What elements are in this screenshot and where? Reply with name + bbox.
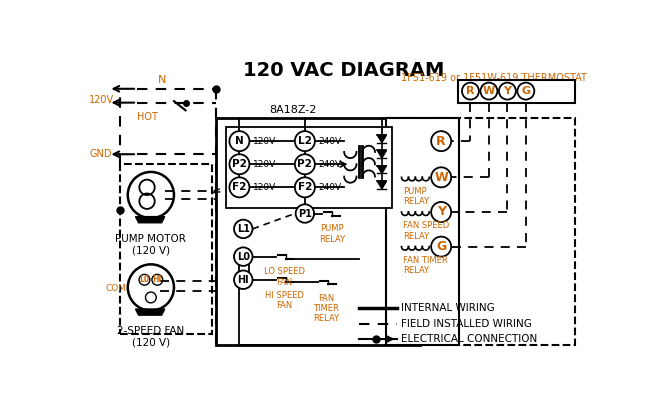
- Circle shape: [229, 154, 249, 174]
- Text: FIELD INSTALLED WIRING: FIELD INSTALLED WIRING: [401, 318, 532, 328]
- Bar: [120, 164, 212, 334]
- Text: F2: F2: [232, 182, 247, 192]
- Bar: [386, 118, 459, 345]
- Text: FAN
TIMER
RELAY: FAN TIMER RELAY: [314, 294, 340, 323]
- Text: FAN TIMER
RELAY: FAN TIMER RELAY: [403, 256, 448, 275]
- Text: 2-SPEED FAN
(120 V): 2-SPEED FAN (120 V): [117, 326, 184, 347]
- Text: PUMP
RELAY: PUMP RELAY: [319, 224, 345, 244]
- Text: L2: L2: [298, 136, 312, 146]
- Text: 240V: 240V: [318, 183, 341, 192]
- Text: COM: COM: [105, 285, 126, 293]
- Text: 120V: 120V: [253, 160, 276, 169]
- Circle shape: [234, 247, 253, 266]
- Polygon shape: [135, 217, 165, 223]
- Circle shape: [295, 154, 315, 174]
- Text: HI SPEED
FAN: HI SPEED FAN: [265, 290, 304, 310]
- Text: 1F51-619 or 1F51W-619 THERMOSTAT: 1F51-619 or 1F51W-619 THERMOSTAT: [401, 73, 586, 83]
- Text: 120V: 120V: [253, 183, 276, 192]
- Text: R: R: [436, 134, 446, 147]
- Text: G: G: [521, 86, 531, 96]
- Text: L0: L0: [237, 252, 250, 261]
- Bar: [226, 127, 392, 208]
- Bar: [458, 80, 575, 103]
- Circle shape: [499, 83, 516, 100]
- Circle shape: [295, 131, 315, 151]
- Text: 120V: 120V: [253, 137, 276, 146]
- Text: F2: F2: [297, 182, 312, 192]
- Polygon shape: [377, 181, 387, 189]
- Text: 240V: 240V: [318, 160, 341, 169]
- Bar: [216, 118, 420, 345]
- Circle shape: [431, 202, 451, 222]
- Polygon shape: [135, 309, 165, 315]
- Circle shape: [295, 204, 314, 223]
- Circle shape: [229, 177, 249, 197]
- Polygon shape: [377, 166, 387, 173]
- Text: L0: L0: [139, 275, 149, 284]
- Text: W: W: [434, 171, 448, 184]
- Text: N: N: [158, 75, 167, 85]
- Text: 120V: 120V: [89, 96, 115, 105]
- Circle shape: [431, 167, 451, 187]
- Bar: [386, 118, 575, 345]
- Text: ELECTRICAL CONNECTION: ELECTRICAL CONNECTION: [401, 334, 537, 344]
- Text: FAN SPEED
RELAY: FAN SPEED RELAY: [403, 221, 450, 241]
- Text: HI: HI: [153, 275, 162, 284]
- Text: INTERNAL WIRING: INTERNAL WIRING: [401, 303, 495, 313]
- Text: HOT: HOT: [137, 112, 157, 122]
- Circle shape: [480, 83, 497, 100]
- Text: L1: L1: [237, 224, 250, 234]
- Text: R: R: [466, 86, 474, 96]
- Text: Y: Y: [503, 86, 511, 96]
- Polygon shape: [377, 150, 387, 158]
- Text: G: G: [436, 240, 446, 253]
- Circle shape: [517, 83, 535, 100]
- Circle shape: [234, 220, 253, 238]
- Text: LO SPEED
FAN: LO SPEED FAN: [263, 267, 305, 287]
- Text: 8A18Z-2: 8A18Z-2: [269, 105, 317, 115]
- Text: PUMP MOTOR
(120 V): PUMP MOTOR (120 V): [115, 233, 186, 255]
- Text: 120 VAC DIAGRAM: 120 VAC DIAGRAM: [243, 61, 444, 80]
- Text: P2: P2: [232, 159, 247, 169]
- Text: N: N: [235, 136, 244, 146]
- Text: P1: P1: [298, 209, 312, 219]
- Polygon shape: [377, 135, 387, 143]
- Text: HI: HI: [237, 275, 249, 285]
- Circle shape: [431, 131, 451, 151]
- Text: PUMP
RELAY: PUMP RELAY: [403, 186, 429, 206]
- Circle shape: [431, 237, 451, 257]
- Text: 240V: 240V: [318, 137, 341, 146]
- Circle shape: [462, 83, 479, 100]
- Text: GND: GND: [89, 149, 112, 159]
- Circle shape: [229, 131, 249, 151]
- Circle shape: [234, 271, 253, 289]
- Circle shape: [295, 177, 315, 197]
- Text: P2: P2: [297, 159, 312, 169]
- Text: W: W: [483, 86, 495, 96]
- Text: Y: Y: [437, 205, 446, 218]
